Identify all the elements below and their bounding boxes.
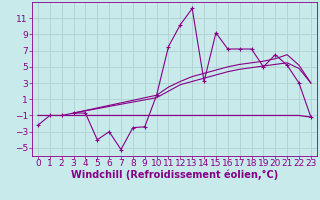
X-axis label: Windchill (Refroidissement éolien,°C): Windchill (Refroidissement éolien,°C) — [71, 169, 278, 180]
